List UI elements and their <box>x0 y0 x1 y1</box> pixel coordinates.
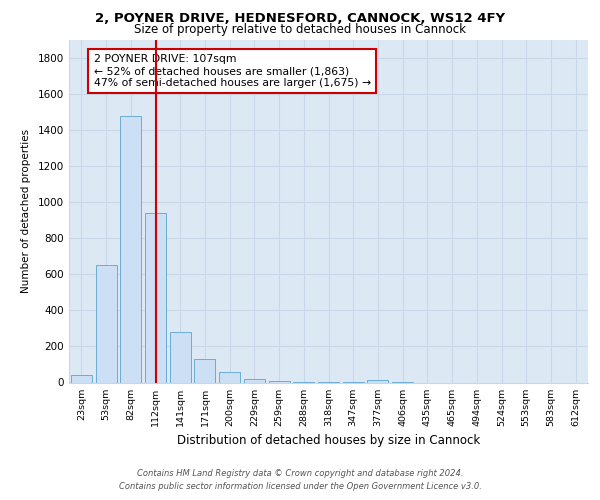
Bar <box>219 372 240 382</box>
Bar <box>120 116 141 382</box>
Text: 2 POYNER DRIVE: 107sqm
← 52% of detached houses are smaller (1,863)
47% of semi-: 2 POYNER DRIVE: 107sqm ← 52% of detached… <box>94 54 371 88</box>
Bar <box>95 266 116 382</box>
Y-axis label: Number of detached properties: Number of detached properties <box>21 129 31 294</box>
X-axis label: Distribution of detached houses by size in Cannock: Distribution of detached houses by size … <box>177 434 480 447</box>
Bar <box>269 380 290 382</box>
Bar <box>145 213 166 382</box>
Bar <box>244 378 265 382</box>
Bar <box>367 380 388 382</box>
Text: Size of property relative to detached houses in Cannock: Size of property relative to detached ho… <box>134 22 466 36</box>
Bar <box>71 376 92 382</box>
Text: 2, POYNER DRIVE, HEDNESFORD, CANNOCK, WS12 4FY: 2, POYNER DRIVE, HEDNESFORD, CANNOCK, WS… <box>95 12 505 26</box>
Text: Contains HM Land Registry data © Crown copyright and database right 2024.: Contains HM Land Registry data © Crown c… <box>137 468 463 477</box>
Bar <box>170 332 191 382</box>
Text: Contains public sector information licensed under the Open Government Licence v3: Contains public sector information licen… <box>119 482 481 491</box>
Bar <box>194 359 215 382</box>
